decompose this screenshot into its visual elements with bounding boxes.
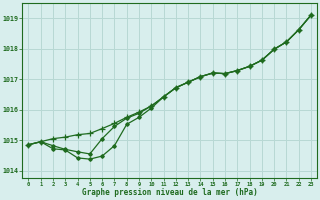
X-axis label: Graphe pression niveau de la mer (hPa): Graphe pression niveau de la mer (hPa)	[82, 188, 258, 197]
